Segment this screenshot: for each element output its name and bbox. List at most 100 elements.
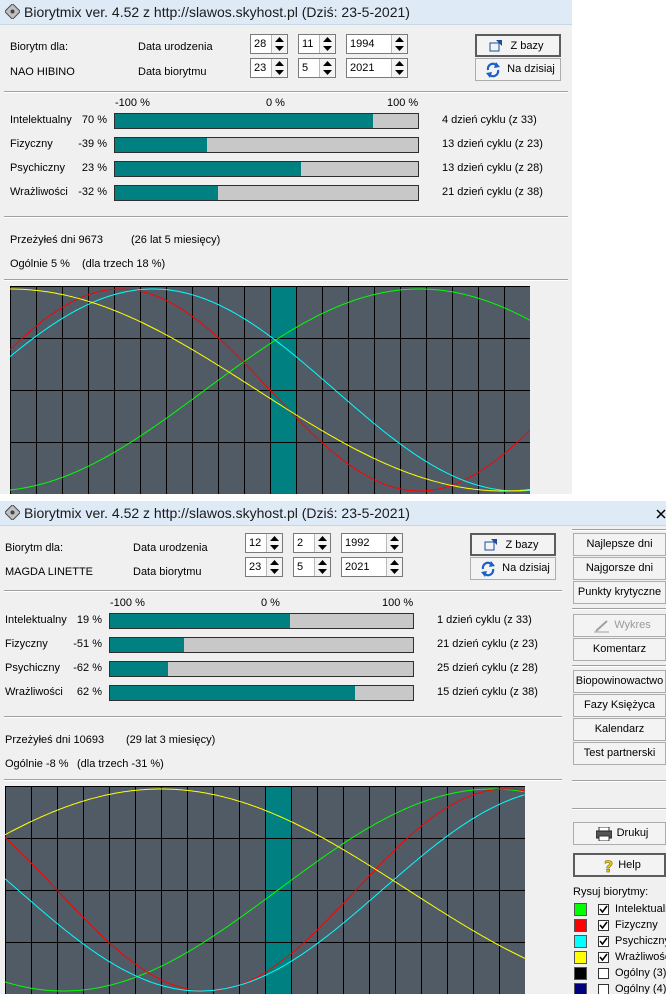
najlepsze-dni-button[interactable]: Najlepsze dni xyxy=(573,533,666,556)
cycle-percent: -62 % xyxy=(73,662,102,674)
spinner-arrows-icon[interactable] xyxy=(386,534,402,552)
wrazliwosci-curve xyxy=(10,288,530,492)
separator xyxy=(4,91,568,93)
label-data-urodzenia: Data urodzenia xyxy=(138,41,213,53)
spinner-arrows-icon[interactable] xyxy=(391,59,407,77)
legend-checkbox[interactable] xyxy=(598,968,609,979)
spinner-arrows-icon[interactable] xyxy=(391,35,407,53)
na-dzisiaj-label: Na dzisiaj xyxy=(507,63,555,75)
birth-year-value: 1994 xyxy=(350,38,375,50)
legend-color-swatch xyxy=(574,903,587,916)
spinner-arrows-icon[interactable] xyxy=(271,59,287,77)
spinner-arrows-icon[interactable] xyxy=(314,558,330,576)
legend-label: Ogólny (4) xyxy=(615,983,666,994)
spinner-arrows-icon[interactable] xyxy=(319,59,335,77)
cycle-name: Wrażliwości xyxy=(5,686,63,698)
legend-checkbox[interactable] xyxy=(598,904,609,915)
test-partnerski-button[interactable]: Test partnerski xyxy=(573,742,666,765)
person-name: MAGDA LINETTE xyxy=(5,566,94,578)
spinner-arrows-icon[interactable] xyxy=(314,534,330,552)
bio-day-spinner[interactable]: 23 xyxy=(250,58,288,78)
birth-year-spinner[interactable]: 1992 xyxy=(341,533,403,553)
fazy-ksiezyca-button[interactable]: Fazy Księżyca xyxy=(573,694,666,717)
cycle-bar-fill xyxy=(110,686,356,700)
cycle-day: 15 dzień cyklu (z 38) xyxy=(437,686,538,698)
separator xyxy=(572,665,666,667)
checkmark-icon xyxy=(599,905,608,914)
legend-checkbox[interactable] xyxy=(598,920,609,931)
spinner-arrows-icon[interactable] xyxy=(271,35,287,53)
cycle-bar-fill xyxy=(110,614,291,628)
na-dzisiaj-button[interactable]: Na dzisiaj xyxy=(475,58,561,81)
legend-checkbox[interactable] xyxy=(598,936,609,947)
legend-color-swatch xyxy=(574,983,587,994)
z-bazy-button[interactable]: Z bazy xyxy=(470,533,556,556)
wykres-button[interactable]: Wykres xyxy=(573,614,666,637)
z-bazy-label: Z bazy xyxy=(510,40,544,52)
kalendarz-button[interactable]: Kalendarz xyxy=(573,718,666,741)
spinner-arrows-icon[interactable] xyxy=(266,558,282,576)
label-biorytm-dla: Biorytm dla: xyxy=(5,542,64,554)
komentarz-button[interactable]: Komentarz xyxy=(573,638,666,661)
spinner-arrows-icon[interactable] xyxy=(266,534,282,552)
drukuj-button[interactable]: Drukuj xyxy=(573,822,666,845)
bio-month-spinner[interactable]: 5 xyxy=(293,557,331,577)
spinner-arrows-icon[interactable] xyxy=(386,558,402,576)
cycle-percent: 62 % xyxy=(76,686,102,698)
bio-year-spinner[interactable]: 2021 xyxy=(341,557,403,577)
separator xyxy=(4,779,562,781)
cycle-bar-fill xyxy=(110,638,185,652)
scale-mid: 0 % xyxy=(261,597,280,609)
cycle-percent: 23 % xyxy=(81,162,107,174)
window-title: Biorytmix ver. 4.52 z http://slawos.skyh… xyxy=(24,4,410,20)
spinner-arrows-icon[interactable] xyxy=(319,35,335,53)
psychiczny-curve xyxy=(10,288,530,492)
legend-checkbox[interactable] xyxy=(598,984,609,994)
separator xyxy=(4,590,562,592)
days-lived: Przeżyłeś dni 9673 xyxy=(10,234,103,246)
birth-day-spinner[interactable]: 12 xyxy=(245,533,283,553)
cycle-name: Wrażliwości xyxy=(10,186,68,198)
cycle-percent: 19 % xyxy=(76,614,102,626)
help-button[interactable]: ? Help xyxy=(573,853,666,877)
test-partnerski-label: Test partnerski xyxy=(583,747,656,759)
birth-month-spinner[interactable]: 11 xyxy=(298,34,336,54)
cycle-name: Fizyczny xyxy=(5,638,48,650)
bio-year-value: 2021 xyxy=(350,62,375,74)
birth-month-value: 11 xyxy=(302,38,314,50)
birth-year-spinner[interactable]: 1994 xyxy=(346,34,408,54)
intelektualny-curve xyxy=(10,288,530,491)
najgorsze-dni-button[interactable]: Najgorsze dni xyxy=(573,557,666,580)
punkty-krytyczne-button[interactable]: Punkty krytyczne xyxy=(573,581,666,604)
checkmark-icon xyxy=(599,921,608,930)
cycle-bar-fill xyxy=(110,662,168,676)
close-icon[interactable] xyxy=(656,509,666,519)
bio-month-spinner[interactable]: 5 xyxy=(298,58,336,78)
cycle-bar xyxy=(109,685,414,701)
birth-month-spinner[interactable]: 2 xyxy=(293,533,331,553)
bio-day-value: 23 xyxy=(249,561,262,573)
z-bazy-button[interactable]: Z bazy xyxy=(475,34,561,57)
title-bar[interactable]: Biorytmix ver. 4.52 z http://slawos.skyh… xyxy=(0,0,572,25)
psychiczny-curve xyxy=(5,794,525,992)
scale-mid: 0 % xyxy=(266,97,285,109)
na-dzisiaj-button[interactable]: Na dzisiaj xyxy=(470,557,556,580)
refresh-icon xyxy=(486,62,500,78)
cycle-name: Psychiczny xyxy=(5,662,61,674)
bio-day-spinner[interactable]: 23 xyxy=(245,557,283,577)
biorhythm-chart xyxy=(5,786,525,994)
najgorsze-dni-label: Najgorsze dni xyxy=(585,562,654,574)
cycle-bar-fill xyxy=(115,114,373,128)
biopowinowactwo-button[interactable]: Biopowinowactwo xyxy=(573,670,666,693)
title-bar[interactable]: Biorytmix ver. 4.52 z http://slawos.skyh… xyxy=(0,501,666,526)
legend-color-swatch xyxy=(574,935,587,948)
scale-min: -100 % xyxy=(115,97,150,109)
cycle-name: Fizyczny xyxy=(10,138,53,150)
overall-three: (dla trzech 18 %) xyxy=(82,258,166,270)
separator xyxy=(572,529,666,531)
label-data-biorytmu: Data biorytmu xyxy=(133,566,202,578)
birth-day-spinner[interactable]: 28 xyxy=(250,34,288,54)
legend-checkbox[interactable] xyxy=(598,952,609,963)
bio-year-spinner[interactable]: 2021 xyxy=(346,58,408,78)
cycle-bar xyxy=(114,185,419,201)
